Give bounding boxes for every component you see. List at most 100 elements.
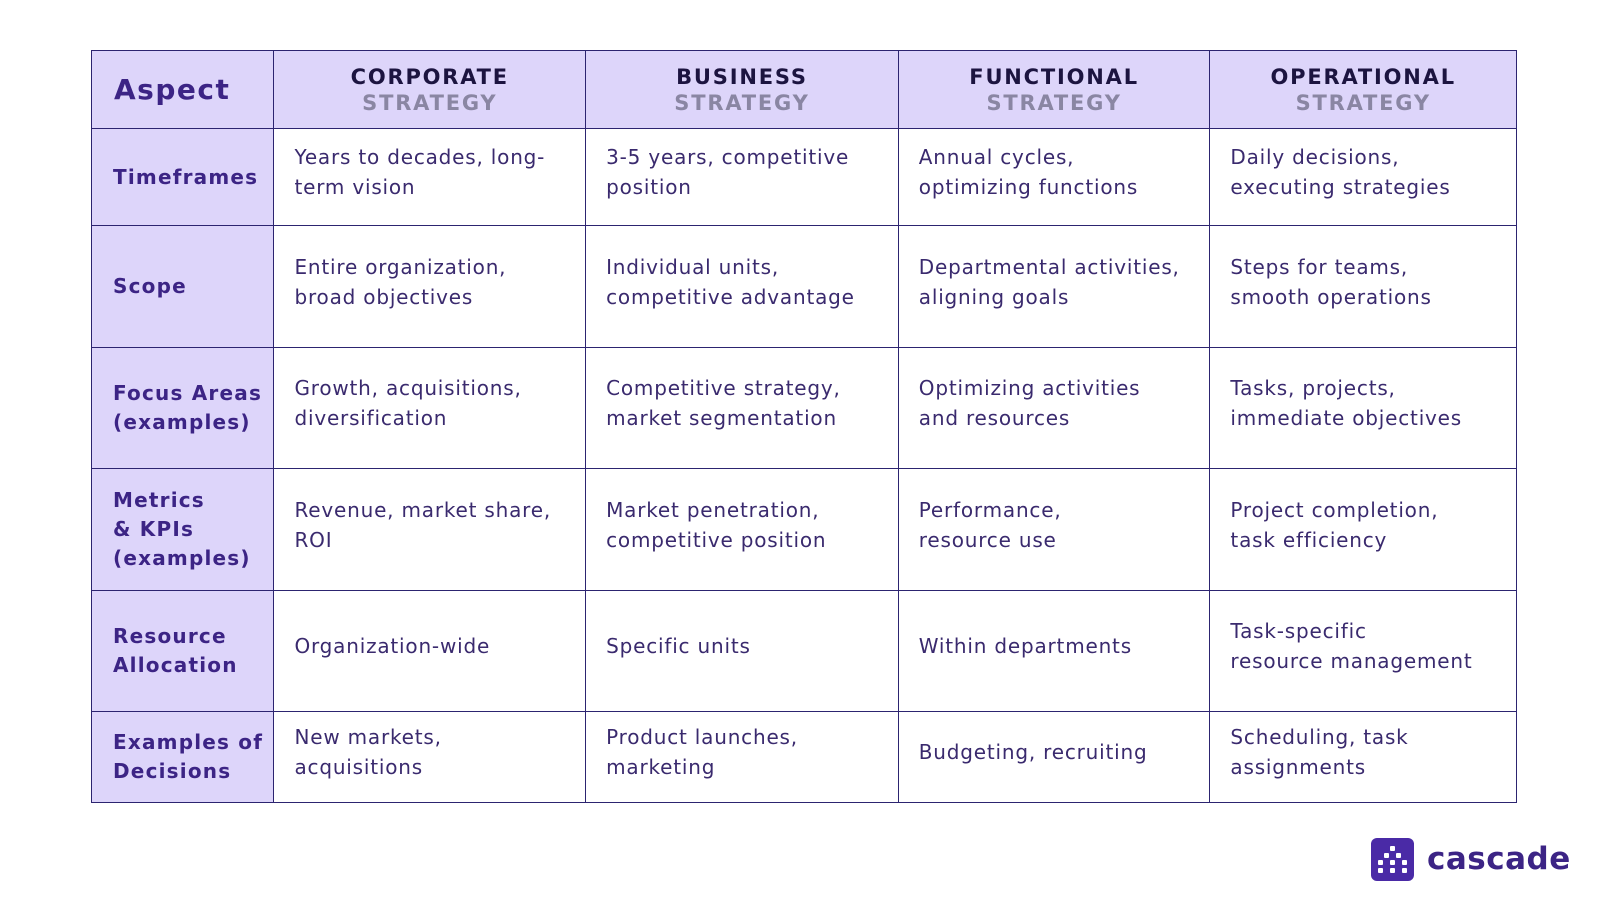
table-cell-line: Organization-wide: [294, 634, 491, 658]
table-cell-business: Competitive strategy, market segmentation: [585, 347, 899, 469]
table-cell-business: 3-5 years, competitive position: [585, 128, 899, 226]
table-cell-operational: Project completion, task efficiency: [1209, 468, 1517, 591]
table-cell-line: Budgeting, recruiting: [918, 740, 1148, 764]
table-cell-business: Specific units: [585, 590, 899, 712]
table-row: Examples of Decisions New markets, acquisit…: [90, 711, 1517, 803]
table-cell-line: immediate objectives: [1230, 406, 1463, 430]
table-cell-line: task efficiency: [1230, 527, 1388, 552]
table-cell-line: Product launches,: [606, 725, 798, 749]
table-cell-line: Entire organization,: [294, 254, 507, 279]
aspect-header: Aspect: [90, 50, 275, 129]
column-subtitle: STRATEGY: [362, 90, 498, 115]
table-cell-line: position: [606, 175, 692, 199]
row-header-line: Timeframes: [113, 164, 259, 189]
brand-name: cascade: [1427, 841, 1571, 877]
row-header: Focus Areas (examples): [90, 347, 275, 469]
table-cell-corporate: Revenue, market share, ROI: [273, 468, 587, 591]
table-cell-line: resource use: [918, 527, 1057, 552]
table-cell-line: executing strategies: [1230, 175, 1451, 199]
row-header-line: Focus Areas: [113, 381, 263, 405]
cascade-logo-icon: [1371, 837, 1414, 881]
table-cell-line: smooth operations: [1230, 284, 1432, 309]
row-header: Examples of Decisions: [90, 711, 275, 803]
table-cell-line: Steps for teams,: [1230, 254, 1409, 279]
table-cell-corporate: Organization-wide: [273, 590, 587, 712]
table-cell-line: aligning goals: [918, 284, 1070, 309]
table-cell-line: Tasks, projects,: [1230, 376, 1396, 400]
row-header: Metrics & KPIs (examples): [90, 468, 275, 591]
column-title: CORPORATE: [350, 64, 509, 89]
table-cell-line: assignments: [1230, 755, 1366, 779]
row-header-line: Allocation: [113, 653, 238, 677]
table-cell-line: Daily decisions,: [1230, 145, 1400, 169]
table-cell-line: competitive advantage: [606, 284, 855, 309]
row-header-line: Decisions: [113, 759, 232, 783]
row-header-line: Metrics: [113, 488, 205, 512]
row-header-line: (examples): [113, 410, 251, 434]
table-cell-line: Project completion,: [1230, 497, 1439, 522]
strategy-comparison-table: Aspect CORPORATE STRATEGY BUSINESS STRAT…: [90, 50, 1517, 803]
table-cell-line: 3-5 years, competitive: [606, 145, 850, 169]
table-cell-functional: Departmental activities, aligning goals: [897, 225, 1211, 348]
table-row: Scope Entire organization, broad objective…: [90, 225, 1517, 348]
row-header: Resource Allocation: [90, 590, 275, 712]
column-title: OPERATIONAL: [1270, 64, 1456, 89]
table-body: Timeframes Years to decades, long-term vi…: [90, 128, 1517, 803]
table-cell-line: term vision: [294, 175, 416, 199]
row-header: Timeframes: [90, 128, 275, 226]
table-cell-functional: Budgeting, recruiting: [897, 711, 1211, 803]
table-cell-line: Growth, acquisitions,: [294, 376, 522, 400]
table-cell-operational: Daily decisions, executing strategies: [1209, 128, 1517, 226]
table-cell-line: Market penetration,: [606, 497, 820, 522]
table-cell-line: Scheduling, task: [1230, 725, 1409, 749]
table-row: Metrics & KPIs (examples) Revenue, market s…: [90, 468, 1517, 591]
table-cell-line: Years to decades, long-: [294, 145, 546, 169]
table-cell-line: competitive position: [606, 527, 827, 552]
table-cell-business: Product launches, marketing: [585, 711, 899, 803]
row-header: Scope: [90, 225, 275, 348]
table-cell-line: Specific units: [606, 634, 751, 658]
table-cell-line: Revenue, market share,: [294, 497, 552, 522]
table-cell-business: Individual units, competitive advantage: [585, 225, 899, 348]
table-cell-line: Task-specific: [1230, 619, 1367, 643]
table-cell-line: broad objectives: [294, 284, 474, 309]
table-cell-operational: Tasks, projects, immediate objectives: [1209, 347, 1517, 469]
table-cell-functional: Within departments: [897, 590, 1211, 712]
row-header-line: Resource: [113, 624, 227, 648]
table-cell-corporate: Years to decades, long-term vision: [273, 128, 587, 226]
table-cell-line: resource management: [1230, 649, 1473, 673]
table-cell-functional: Performance, resource use: [897, 468, 1211, 591]
header-row: Aspect CORPORATE STRATEGY BUSINESS STRAT…: [90, 50, 1517, 129]
table-cell-line: acquisitions: [294, 755, 423, 779]
column-header-operational: OPERATIONAL STRATEGY: [1209, 50, 1517, 129]
table-cell-line: ROI: [294, 527, 333, 552]
table-cell-line: market segmentation: [606, 406, 837, 430]
row-header-line: Examples of: [113, 730, 264, 754]
table-cell-line: Competitive strategy,: [606, 376, 841, 400]
row-header-line: (examples): [113, 546, 251, 570]
table-cell-line: optimizing functions: [918, 175, 1139, 199]
row-header-line: & KPIs: [113, 517, 195, 541]
table-cell-line: Individual units,: [606, 254, 779, 279]
table-cell-line: Within departments: [918, 634, 1132, 658]
column-header-business: BUSINESS STRATEGY: [585, 50, 899, 129]
table-cell-operational: Steps for teams, smooth operations: [1209, 225, 1517, 348]
column-header-functional: FUNCTIONAL STRATEGY: [897, 50, 1211, 129]
table-cell-functional: Optimizing activities and resources: [897, 347, 1211, 469]
table-cell-corporate: New markets, acquisitions: [273, 711, 587, 803]
table-cell-line: and resources: [918, 406, 1071, 430]
row-header-line: Scope: [113, 274, 187, 298]
cascade-logo: cascade: [1371, 837, 1571, 881]
column-title: BUSINESS: [676, 64, 808, 89]
column-title: FUNCTIONAL: [969, 64, 1139, 89]
table-cell-line: marketing: [606, 755, 716, 779]
table-cell-line: diversification: [294, 406, 448, 430]
column-subtitle: STRATEGY: [674, 90, 810, 115]
table-cell-functional: Annual cycles, optimizing functions: [897, 128, 1211, 226]
table-cell-corporate: Entire organization, broad objectives: [273, 225, 587, 348]
column-header-corporate: CORPORATE STRATEGY: [273, 50, 587, 129]
table-cell-operational: Task-specific resource management: [1209, 590, 1517, 712]
table-row: Focus Areas (examples) Growth, acquisition…: [90, 347, 1517, 469]
table-cell-corporate: Growth, acquisitions, diversification: [273, 347, 587, 469]
table-cell-operational: Scheduling, task assignments: [1209, 711, 1517, 803]
